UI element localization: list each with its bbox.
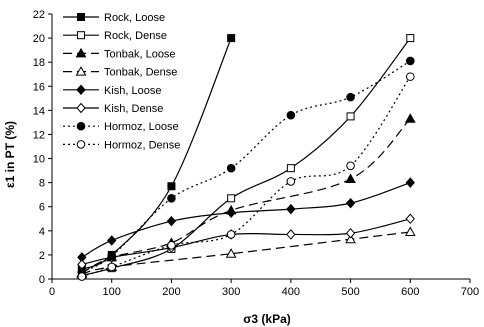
series-markers [76, 34, 416, 281]
legend-label: Rock, Dense [104, 30, 167, 42]
y-tick-label: 12 [33, 129, 45, 141]
y-axis-title: ε1 in PT (%) [3, 121, 17, 188]
legend-label: Hormoz, Loose [104, 121, 179, 133]
y-tick-label: 8 [39, 178, 45, 190]
series-line-5 [81, 182, 411, 258]
series-line-4 [81, 231, 411, 275]
y-tick-label: 14 [33, 105, 45, 117]
x-tick-label: 0 [49, 286, 55, 298]
data-point-series-8 [286, 177, 296, 186]
x-tick-label: 300 [222, 286, 240, 298]
data-point-series-3 [404, 113, 416, 123]
data-point-series-5 [345, 197, 356, 209]
legend-label: Kish, Dense [104, 103, 163, 115]
axes: 0 100 200 300 400 500 600 700 0 2 4 6 8 10 12 14 16 18 20 2… [33, 9, 479, 298]
legend-marker-4 [75, 66, 87, 76]
x-tick-label: 200 [162, 286, 180, 298]
data-point-series-5 [286, 203, 296, 215]
data-point-series-5 [166, 215, 177, 227]
data-point-series-7 [286, 110, 296, 120]
legend-marker-1 [77, 13, 85, 21]
data-point-series-7 [167, 193, 176, 203]
legend-marker-2 [77, 31, 85, 40]
y-tick-label: 18 [33, 57, 45, 69]
data-point-series-7 [107, 251, 117, 261]
x-tick-label: 700 [461, 286, 479, 298]
y-tick-label: 6 [39, 202, 45, 214]
y-tick-label: 4 [39, 226, 45, 238]
data-point-series-1 [167, 182, 176, 191]
data-point-series-2 [346, 112, 355, 121]
data-point-series-4 [225, 248, 237, 258]
data-point-series-6 [405, 213, 415, 225]
legend-label: Rock, Loose [104, 12, 165, 24]
series-line-6 [81, 218, 411, 266]
x-tick-label: 100 [103, 286, 121, 298]
data-point-series-2 [406, 34, 415, 43]
legend-label: Tonbak, Dense [104, 67, 177, 79]
y-tick-label: 0 [39, 274, 45, 286]
legend-label: Kish, Loose [104, 85, 161, 97]
legend-marker-8 [76, 140, 86, 149]
data-point-series-6 [345, 227, 356, 239]
data-point-series-4 [345, 233, 356, 244]
data-point-series-5 [107, 235, 117, 246]
data-point-series-7 [405, 56, 415, 66]
data-point-series-2 [286, 164, 295, 173]
x-axis-title: σ3 (kPa) [243, 312, 291, 326]
data-point-series-1 [227, 34, 236, 43]
data-point-series-7 [346, 92, 355, 102]
legend-marker-6 [76, 102, 86, 114]
legend-marker-7 [76, 121, 86, 131]
legend: Rock, Loose Rock, Dense Tonbak, Loose Tonba… [63, 12, 180, 151]
y-tick-label: 16 [33, 81, 45, 93]
y-tick-label: 20 [33, 33, 45, 45]
x-tick-label: 500 [341, 286, 359, 298]
data-point-series-3 [345, 173, 356, 184]
data-point-series-8 [346, 161, 355, 171]
y-tick-label: 22 [33, 9, 45, 21]
data-point-series-5 [226, 207, 236, 219]
legend-label: Tonbak, Loose [104, 48, 176, 60]
data-point-series-6 [286, 229, 296, 240]
data-point-series-8 [405, 72, 415, 81]
y-tick-label: 10 [33, 154, 45, 166]
data-point-series-8 [226, 230, 236, 239]
data-point-series-8 [107, 262, 117, 272]
series-line-1 [81, 37, 232, 270]
legend-marker-5 [76, 84, 86, 96]
y-tick-label: 2 [39, 250, 45, 262]
x-tick-label: 400 [282, 286, 300, 298]
data-point-series-7 [226, 163, 236, 173]
data-point-series-8 [167, 240, 176, 250]
data-point-series-4 [404, 226, 416, 237]
data-point-series-2 [227, 194, 236, 203]
x-tick-label: 600 [401, 286, 419, 298]
data-point-series-5 [405, 177, 415, 188]
legend-marker-3 [75, 47, 87, 58]
data-point-series-8 [77, 272, 87, 281]
legend-label: Hormoz, Dense [104, 139, 180, 151]
